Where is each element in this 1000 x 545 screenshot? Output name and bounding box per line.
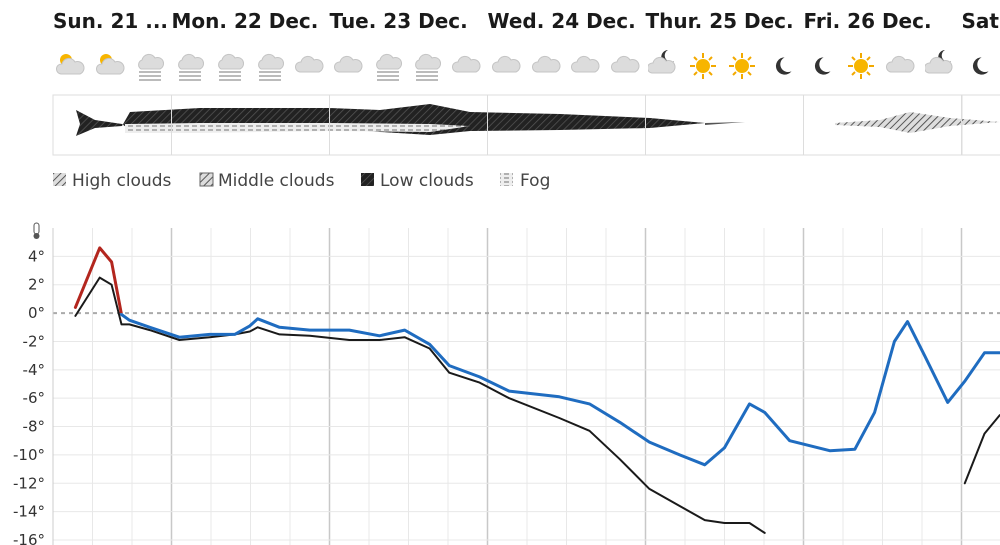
weather-icon [137, 53, 165, 81]
weather-icon [451, 55, 481, 73]
weather-icon [257, 53, 285, 81]
weather-icons [55, 49, 989, 81]
weather-icon [55, 53, 85, 75]
weather-icon [531, 55, 561, 73]
weather-icon [885, 55, 915, 73]
y-tick-label: -10° [13, 446, 45, 464]
day-label: Fri. 26 Dec. [804, 9, 932, 33]
y-tick-label: -12° [13, 474, 45, 492]
legend-swatch [199, 172, 214, 187]
day-label: Thur. 25 Dec. [646, 9, 794, 33]
cloud-band-frame [52, 94, 1000, 156]
y-tick-label: 2° [28, 276, 45, 294]
high-clouds [705, 122, 745, 125]
weather-icon [95, 53, 125, 75]
legend-swatch [53, 173, 66, 186]
legend-label: Fog [520, 171, 550, 191]
day-label: Tue. 23 Dec. [330, 9, 468, 33]
weather-icon [648, 49, 676, 74]
weather-icon [570, 55, 600, 73]
temperature-line [119, 313, 1000, 467]
weather-icon [414, 53, 442, 81]
weather-icon [375, 53, 403, 81]
dew-point-line [74, 276, 1000, 534]
weather-icon [728, 52, 756, 80]
weather-icon [217, 53, 245, 81]
day-label: Mon. 22 Dec. [172, 9, 319, 33]
weather-icon [972, 57, 989, 75]
y-tick-label: -8° [23, 418, 45, 436]
day-label: Sun. 21 ... [53, 9, 168, 33]
y-tick-label: -4° [23, 361, 45, 379]
thermometer [33, 222, 40, 235]
y-tick-label: -14° [13, 503, 45, 521]
weather-icon [177, 53, 205, 81]
legend-label: Middle clouds [218, 171, 335, 191]
thermometer-bulb [33, 233, 40, 239]
y-tick-label: 0° [28, 304, 45, 322]
weather-icon [814, 57, 831, 75]
weather-icon [333, 55, 363, 73]
weather-icon [775, 57, 792, 75]
cloud-band [52, 94, 1000, 156]
legend-swatch [500, 173, 513, 186]
weather-icon [925, 49, 953, 74]
cloud-legend: High clouds Middle clouds Low clouds Fog [53, 171, 550, 191]
day-label: Wed. 24 Dec. [488, 9, 636, 33]
temperature-line-above-zero [73, 246, 123, 314]
y-tick-label: -2° [23, 332, 45, 350]
high-clouds [835, 112, 1000, 133]
legend-label: High clouds [72, 171, 172, 191]
y-tick-label: 4° [28, 247, 45, 265]
thermometer-icon [33, 222, 40, 239]
day-label: Sat. [962, 9, 1000, 33]
y-tick-label: -6° [23, 389, 45, 407]
weather-icon [689, 52, 717, 80]
weather-icon [294, 55, 324, 73]
fog-area [125, 123, 470, 133]
weather-icon [491, 55, 521, 73]
weather-icon [847, 52, 875, 80]
legend-swatch [361, 173, 374, 186]
weather-icon [610, 55, 640, 73]
y-tick-label: -16° [13, 531, 45, 545]
legend-label: Low clouds [380, 171, 474, 191]
